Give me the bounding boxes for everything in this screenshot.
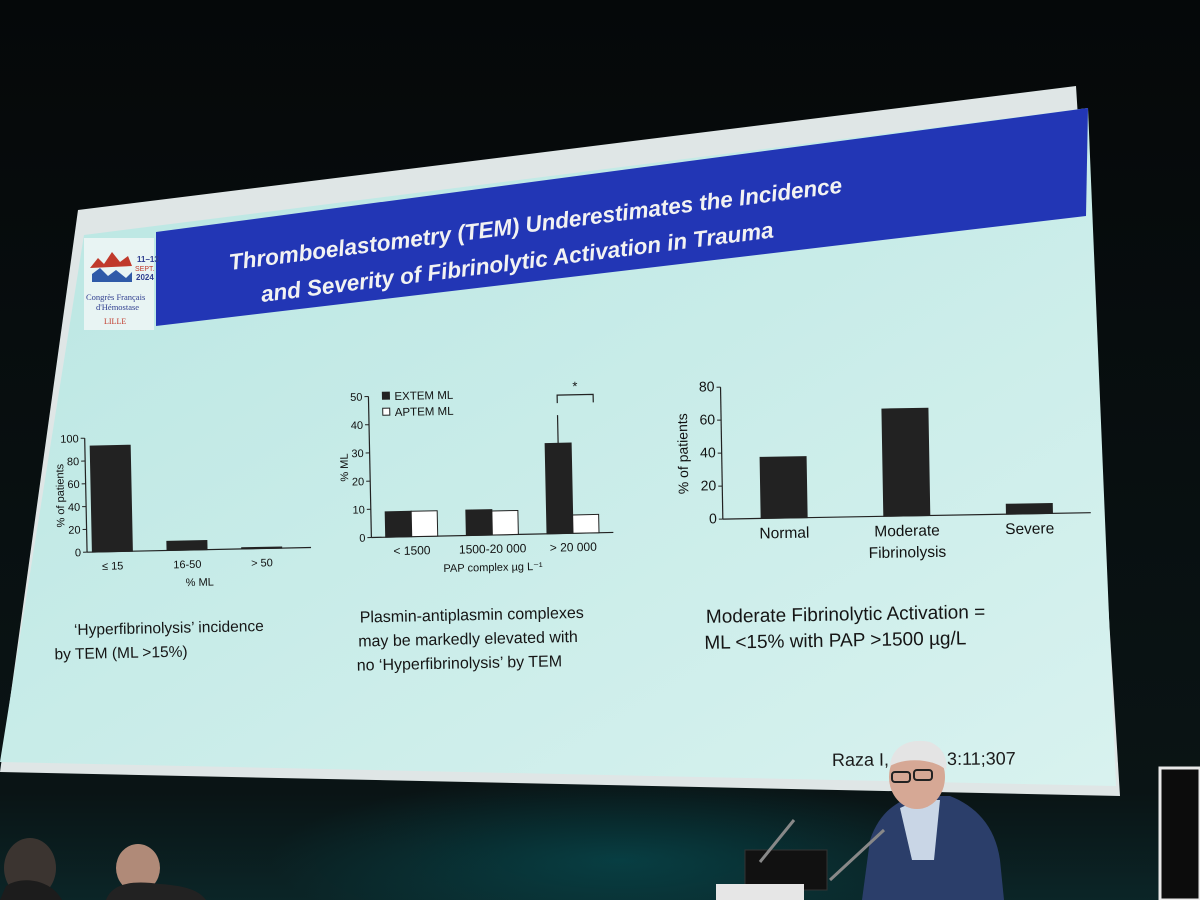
y-tick-label: 80 [699, 378, 715, 394]
audience-member-head-2 [116, 844, 160, 892]
bar [166, 540, 208, 552]
microphone-icon-right [828, 828, 886, 882]
y-tick-label: 0 [359, 533, 365, 545]
y-tick-label: 0 [709, 510, 717, 526]
audience-member-body-2 [106, 882, 206, 900]
y-tick-label: 100 [60, 433, 79, 445]
microphone-icon [758, 819, 796, 863]
y-axis [84, 438, 88, 553]
legend-swatch [382, 407, 391, 416]
bar [1005, 502, 1053, 515]
slide: 11–13 SEPT. 2024 Congrès Français d'Hémo… [0, 108, 1116, 786]
y-axis-label: % ML [339, 453, 352, 481]
logo-month: SEPT. [135, 266, 155, 273]
x-axis-label: PAP complex µg L⁻¹ [443, 561, 543, 575]
presenter-hair [890, 740, 947, 770]
y-axis-label: % of patients [674, 413, 691, 494]
x-tick-label: Normal [759, 525, 809, 543]
logo-dates: 11–13 [137, 255, 159, 264]
logo-name-line2: d'Hémostase [96, 302, 139, 312]
title-bar [156, 108, 1088, 326]
caption-middle: Plasmin-antiplasmin complexes may be mar… [357, 605, 584, 675]
bar [491, 509, 519, 536]
x-tick-label: Moderate [874, 522, 940, 540]
y-tick-label: 50 [350, 392, 362, 404]
chart-ml-by-pap-complex: 0 10 20 30 40 50 % ML < 1500 1500-20 000 > 20 000… [339, 379, 614, 575]
presenter-shirt [900, 800, 940, 860]
bar [89, 444, 133, 553]
y-tick-label: 30 [351, 448, 363, 460]
significance-marker: * [572, 379, 577, 394]
x-tick-label: Fibrinolysis [869, 544, 947, 562]
bar [572, 513, 600, 534]
y-tick-label: 20 [701, 477, 717, 493]
y-tick-label: 40 [351, 420, 363, 432]
caption-left: ‘Hyperfibrinolysis’ incidence by TEM (ML… [54, 618, 264, 664]
caption-right-line2: ML <15% with PAP >1500 µg/L [704, 628, 966, 654]
error-bar [556, 415, 559, 444]
x-tick-label: ≤ 15 [102, 560, 124, 572]
caption-middle-line1: Plasmin-antiplasmin complexes [360, 605, 584, 627]
caption-left-line2: by TEM (ML >15%) [54, 644, 187, 664]
logo-reflection-icon [92, 268, 132, 282]
presenter [862, 740, 1004, 900]
caption-right: Moderate Fibrinolytic Activation = ML <1… [704, 602, 986, 654]
bar [759, 456, 808, 519]
podium [716, 819, 886, 900]
bar [241, 546, 283, 550]
y-tick-label: 60 [699, 411, 715, 427]
y-tick-label: 0 [75, 547, 81, 559]
y-tick-label: 10 [352, 504, 364, 516]
logo-year: 2024 [136, 273, 154, 282]
chart-hyperfibrinolysis-incidence: 0 20 40 60 80 100 % of patients ≤ 15 16-50 > 50 % … [54, 433, 312, 590]
logo-city: LILLE [104, 317, 126, 326]
x-axis-label: % ML [186, 577, 214, 590]
x-tick-label: 16-50 [173, 559, 201, 572]
glasses-icon [891, 771, 911, 783]
logo-backdrop [84, 238, 154, 330]
x-tick-label: > 50 [251, 557, 273, 569]
caption-left-line1: ‘Hyperfibrinolysis’ incidence [74, 618, 264, 639]
x-tick-label: < 1500 [393, 543, 431, 558]
audience-member-body [0, 880, 62, 900]
bar [410, 510, 439, 538]
bar [881, 407, 931, 517]
y-tick-label: 40 [68, 502, 80, 514]
logo-name-line1: Congrès Français [86, 292, 145, 302]
name-card [716, 884, 804, 900]
y-tick-label: 40 [700, 444, 716, 460]
y-tick-label: 60 [67, 479, 79, 491]
legend-label: APTEM ML [395, 406, 455, 419]
significance-bracket [556, 393, 594, 404]
chart-fibrinolysis-severity: 0 20 40 60 80 % of patients Normal Moderate Fibr… [674, 378, 1091, 562]
y-axis [367, 396, 372, 538]
side-monitor [1158, 766, 1200, 900]
caption-middle-line2: may be markedly elevated with [358, 629, 578, 651]
y-axis-label: % of patients [54, 463, 67, 527]
x-tick-label: > 20 000 [550, 540, 598, 555]
x-tick-label: 1500-20 000 [459, 541, 527, 556]
conference-logo: 11–13 SEPT. 2024 Congrès Français d'Hémo… [84, 238, 159, 330]
y-tick-label: 80 [67, 456, 79, 468]
glasses-icon-right [913, 769, 933, 781]
laptop-icon [744, 849, 828, 891]
audience [0, 838, 206, 900]
caption-middle-line3: no ‘Hyperfibrinolysis’ by TEM [357, 653, 563, 674]
y-tick-label: 20 [68, 524, 80, 536]
caption-right-line1: Moderate Fibrinolytic Activation = [706, 602, 986, 628]
legend-swatch [381, 391, 391, 400]
legend-label: EXTEM ML [394, 390, 454, 403]
y-tick-label: 20 [352, 476, 364, 488]
logo-skyline-icon [90, 252, 132, 268]
x-tick-label: Severe [1005, 520, 1054, 538]
